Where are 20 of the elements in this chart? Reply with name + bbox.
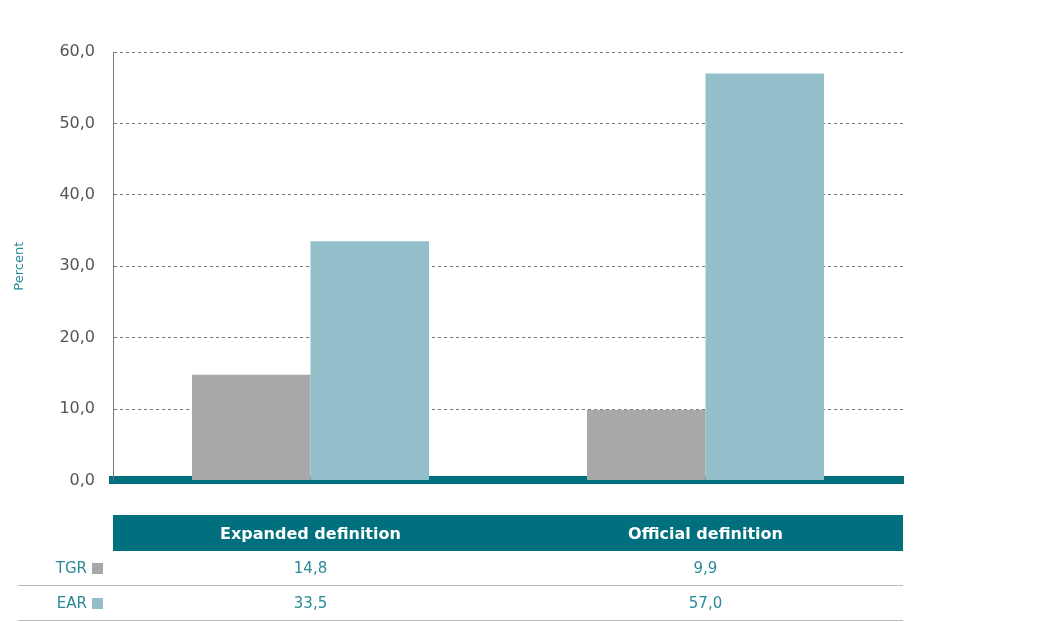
legend-label: EAR	[56, 594, 87, 612]
y-tick-label: 10,0	[59, 398, 95, 418]
data-label: 57,0	[687, 594, 724, 612]
y-tick-label: 0,0	[69, 469, 95, 489]
bar	[705, 73, 824, 480]
bar	[587, 409, 706, 480]
x-tick-label: Official definition	[627, 523, 784, 543]
y-tick-label: 40,0	[59, 183, 95, 203]
bar	[192, 374, 311, 480]
y-tick-label: 60,0	[59, 41, 95, 61]
bar	[310, 241, 429, 480]
y-tick-label: 30,0	[59, 255, 95, 275]
legend-label: TGR	[55, 559, 87, 577]
y-axis-title: Percent	[11, 241, 27, 291]
data-label: 14,8	[292, 559, 329, 577]
y-tick-label: 20,0	[59, 326, 95, 346]
y-tick-label: 50,0	[59, 112, 95, 132]
data-label: 33,5	[292, 594, 329, 612]
data-label: 9,9	[692, 559, 719, 577]
x-tick-label: Expanded definition	[219, 523, 402, 543]
